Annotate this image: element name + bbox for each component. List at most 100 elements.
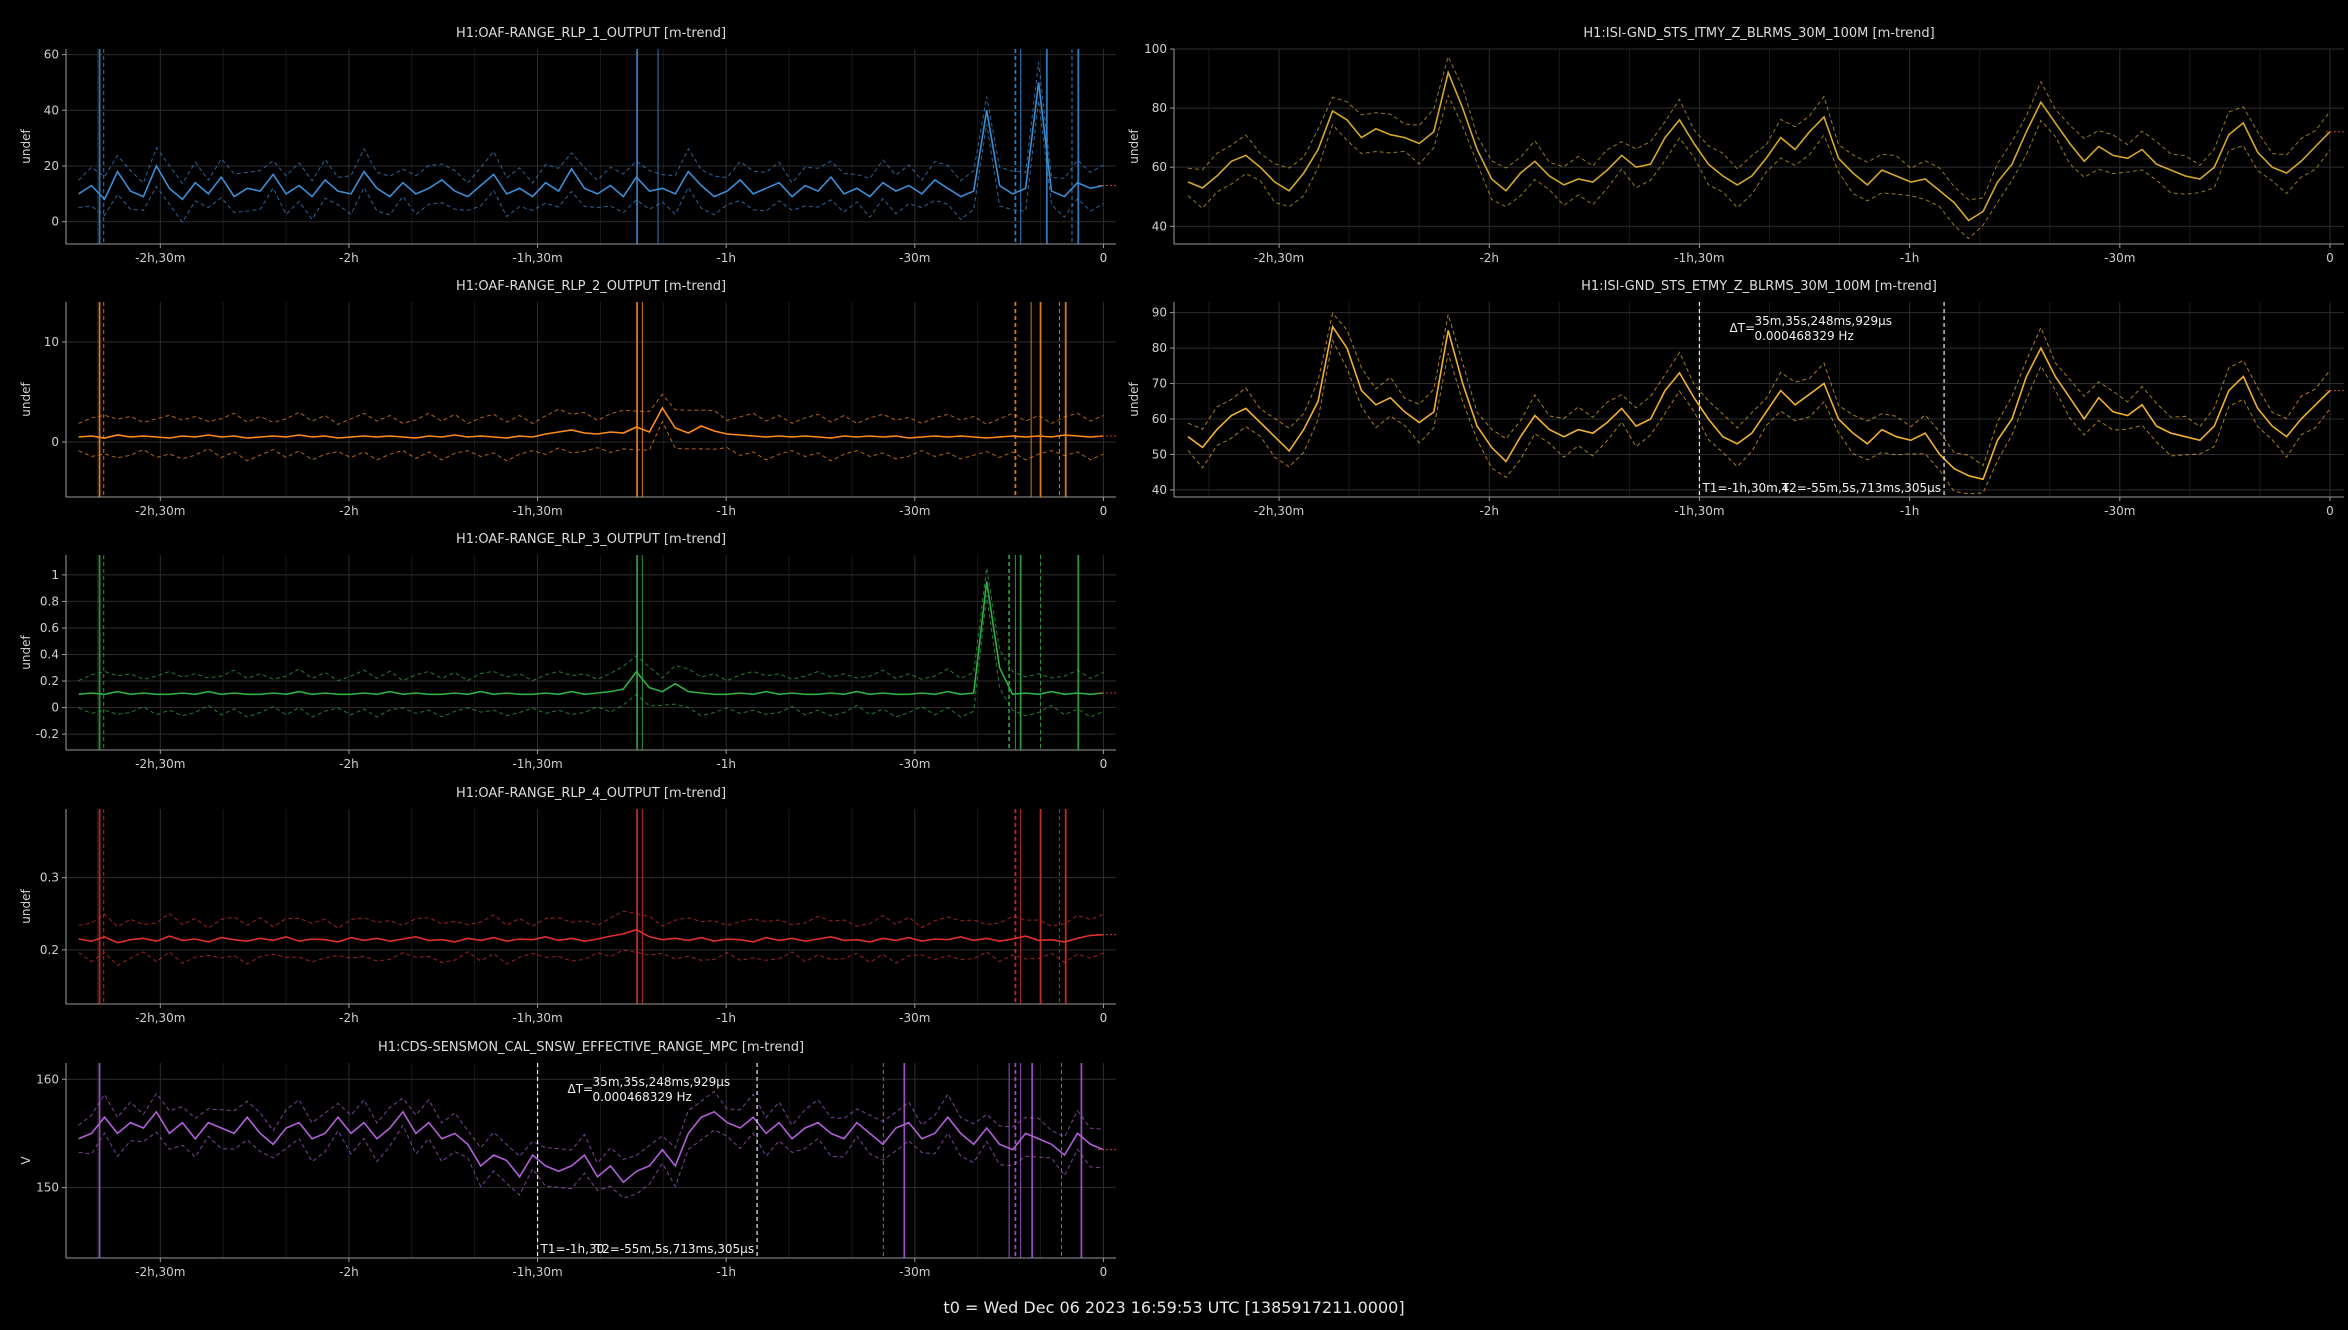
chart-panel: H1:ISI-GND_STS_ITMY_Z_BLRMS_30M_100M [m-… (1127, 26, 2344, 265)
x-tick-label: -1h (716, 1011, 736, 1025)
x-tick-label: -2h (339, 1011, 359, 1025)
y-tick-label: 0.3 (40, 871, 59, 885)
chart-panel: H1:OAF-RANGE_RLP_3_OUTPUT [m-trend] -0.2 0… (19, 532, 1116, 771)
x-tick-label: -30m (899, 1011, 930, 1025)
x-tick-label: -2h (339, 757, 359, 771)
y-tick-label: 20 (44, 159, 59, 173)
cursor-t2-label: T2=-55m,5s,713ms,305μs (1781, 481, 1941, 495)
time-origin-label: t0 = Wed Dec 06 2023 16:59:53 UTC [13859… (943, 1298, 1405, 1317)
y-tick-label: 70 (1152, 377, 1167, 391)
cursor-frequency: 0.000468329 Hz (593, 1090, 692, 1104)
x-tick-label: -2h (339, 251, 359, 265)
series-group (78, 555, 1116, 750)
chart-panel: H1:ISI-GND_STS_ETMY_Z_BLRMS_30M_100M [m-… (1127, 279, 2344, 518)
series-mean-line (78, 406, 1104, 439)
y-tick-label: 80 (1152, 101, 1167, 115)
y-tick-label: 60 (1152, 160, 1167, 174)
cursor-t2-label: T2=-55m,5s,713ms,305μs (594, 1242, 754, 1256)
x-tick-label: -1h,30m (512, 251, 562, 265)
series-group (78, 302, 1116, 497)
y-tick-label: 60 (44, 48, 59, 62)
series-max-line (78, 393, 1104, 425)
cursor-t1-label: T1=-1h,30 (540, 1242, 605, 1256)
series-group (78, 1063, 1116, 1258)
y-tick-label: 1 (51, 568, 59, 582)
y-axis-label: undef (19, 889, 33, 924)
x-tick-label: -1h,30m (512, 757, 562, 771)
x-tick-label: -2h (339, 1265, 359, 1279)
y-axis-label: undef (1127, 129, 1141, 164)
x-tick-label: -1h (716, 757, 736, 771)
x-tick-label: 0 (1100, 1265, 1108, 1279)
chart-title: H1:ISI-GND_STS_ITMY_Z_BLRMS_30M_100M [m-… (1583, 26, 1934, 41)
series-group (78, 49, 1116, 244)
x-tick-label: -1h (1900, 504, 1920, 518)
x-tick-label: -30m (899, 504, 930, 518)
y-axis-label: undef (19, 635, 33, 670)
x-tick-label: -2h,30m (1254, 504, 1304, 518)
series-max-line (78, 910, 1104, 929)
series-min-line (1187, 93, 2331, 240)
series-min-line (78, 595, 1104, 718)
chart-title: H1:OAF-RANGE_RLP_3_OUTPUT [m-trend] (456, 532, 726, 547)
chart-title: H1:CDS-SENSMON_CAL_SNSW_EFFECTIVE_RANGE_… (378, 1040, 804, 1055)
x-tick-label: -1h,30m (512, 504, 562, 518)
y-axis-label: undef (19, 129, 33, 164)
y-tick-label: 0 (51, 215, 59, 229)
series-min-line (78, 949, 1104, 967)
x-tick-label: 0 (2326, 504, 2334, 518)
x-tick-label: -2h,30m (135, 504, 185, 518)
x-tick-label: -30m (2104, 251, 2135, 265)
series-mean-line (78, 1110, 1104, 1184)
x-tick-label: -1h (716, 251, 736, 265)
y-tick-label: 0.8 (40, 594, 59, 608)
cursor-frequency: 0.000468329 Hz (1754, 329, 1853, 343)
series-mean-line (1187, 324, 2331, 481)
series-group (1187, 55, 2344, 240)
series-min-line (78, 100, 1104, 224)
chart-title: H1:ISI-GND_STS_ETMY_Z_BLRMS_30M_100M [m-… (1581, 279, 1937, 294)
x-tick-label: -2h (339, 504, 359, 518)
x-tick-label: -2h,30m (135, 1265, 185, 1279)
y-tick-label: 0.2 (40, 674, 59, 688)
x-tick-label: -2h,30m (135, 251, 185, 265)
y-tick-label: 0.2 (40, 943, 59, 957)
y-tick-label: -0.2 (36, 727, 59, 741)
y-tick-label: 0.6 (40, 621, 59, 635)
x-tick-label: -1h,30m (1674, 504, 1724, 518)
series-max-line (78, 567, 1104, 682)
chart-panel: H1:OAF-RANGE_RLP_1_OUTPUT [m-trend] 0 20 40… (19, 26, 1116, 265)
series-group (78, 809, 1116, 1004)
x-tick-label: -30m (899, 757, 930, 771)
x-tick-label: -1h,30m (512, 1265, 562, 1279)
chart-title: H1:OAF-RANGE_RLP_4_OUTPUT [m-trend] (456, 786, 726, 801)
cursor-delta-value: 35m,35s,248ms,929μs (593, 1075, 731, 1089)
series-max-line (78, 61, 1104, 185)
y-tick-label: 40 (44, 103, 59, 117)
chart-title: H1:OAF-RANGE_RLP_1_OUTPUT [m-trend] (456, 26, 726, 41)
x-tick-label: 0 (1100, 504, 1108, 518)
cursor-t1-label: T1=-1h,30m,4 (1701, 481, 1789, 495)
x-tick-label: -30m (899, 1265, 930, 1279)
x-tick-label: 0 (2326, 251, 2334, 265)
y-tick-label: 90 (1152, 306, 1167, 320)
y-tick-label: 0 (51, 435, 59, 449)
y-axis-label: undef (1127, 382, 1141, 417)
y-tick-label: 50 (1152, 447, 1167, 461)
series-mean-line (78, 928, 1104, 944)
x-tick-label: -2h,30m (135, 757, 185, 771)
x-tick-label: -2h (1479, 504, 1499, 518)
y-tick-label: 0 (51, 701, 59, 715)
y-tick-label: 150 (36, 1181, 59, 1195)
x-tick-label: -1h (716, 1265, 736, 1279)
x-tick-label: 0 (1100, 757, 1108, 771)
y-tick-label: 160 (36, 1072, 59, 1086)
x-tick-label: -2h (1479, 251, 1499, 265)
cursor-delta-label: ΔT= (1729, 321, 1755, 335)
x-tick-label: -1h (1900, 251, 1920, 265)
series-mean-line (1187, 70, 2331, 222)
cursor-delta-value: 35m,35s,248ms,929μs (1754, 314, 1892, 328)
